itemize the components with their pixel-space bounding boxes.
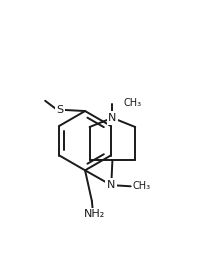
Text: CH₃: CH₃	[133, 181, 151, 191]
Text: CH₃: CH₃	[124, 98, 142, 108]
Text: N: N	[107, 180, 116, 190]
Text: S: S	[56, 105, 63, 115]
Text: NH₂: NH₂	[83, 209, 105, 219]
Text: N: N	[108, 113, 117, 123]
